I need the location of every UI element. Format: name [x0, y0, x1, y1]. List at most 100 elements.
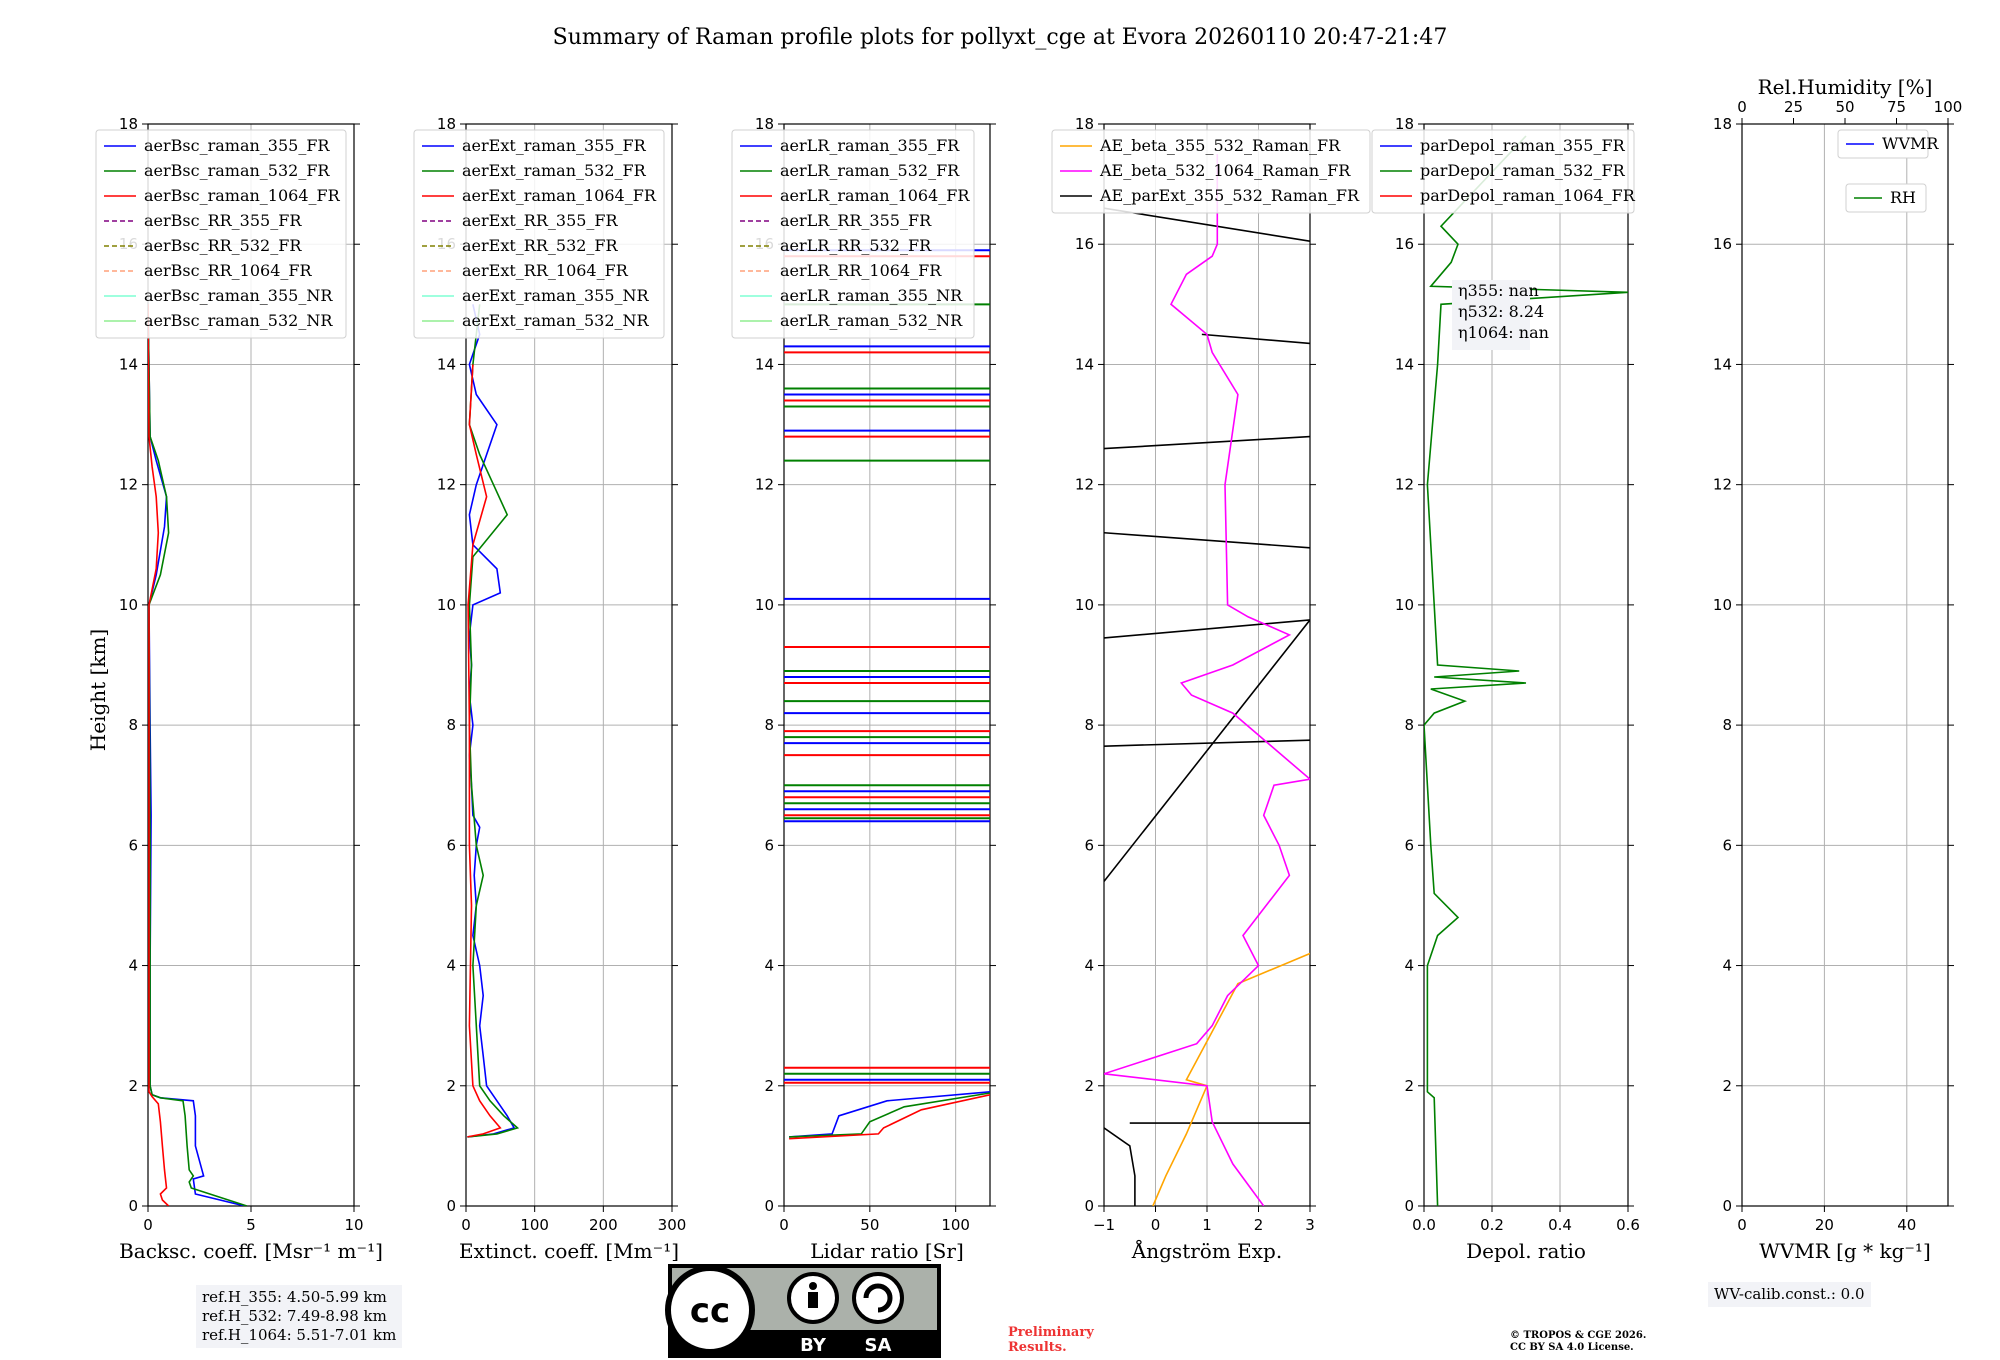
ytick-label: 4: [446, 957, 456, 975]
top-axis-label: Rel.Humidity [%]: [1758, 75, 1933, 99]
panel-bsc: 0246810121416180510Backsc. coeff. [Msr⁻¹…: [95, 115, 383, 1263]
ytick-label: 10: [1395, 596, 1414, 614]
ytick-label: 10: [437, 596, 456, 614]
cc-logo-icon: [665, 1265, 755, 1355]
legend-label: aerBsc_raman_355_NR: [144, 286, 333, 305]
ytick-label: 6: [764, 836, 774, 854]
ytick-label: 6: [1722, 836, 1732, 854]
ytick-label: 12: [1075, 476, 1094, 494]
legend-label: aerLR_RR_355_FR: [780, 211, 932, 230]
axes-frame: [1741, 123, 1949, 1207]
legend-box: [1845, 183, 1927, 213]
ytick-label: 0: [764, 1197, 774, 1215]
ytick-label: 6: [128, 836, 138, 854]
legend-label: AE_parExt_355_532_Raman_FR: [1099, 186, 1360, 205]
ytick-label: 14: [1713, 355, 1732, 373]
eta-532: η532: 8.24: [1458, 302, 1544, 321]
angstrom-segment: [1104, 531, 1310, 549]
ytick-label: 14: [755, 355, 774, 373]
angstrom-segment: [1201, 333, 1310, 345]
angstrom-segment: [1104, 619, 1310, 639]
legend-label: aerLR_RR_1064_FR: [780, 261, 942, 280]
legend-label: aerLR_raman_1064_FR: [780, 186, 970, 205]
top-xtick-label: 25: [1784, 98, 1803, 116]
ytick-label: 4: [1084, 957, 1094, 975]
ytick-label: 18: [437, 115, 456, 133]
legend-label: aerBsc_RR_532_FR: [144, 236, 302, 255]
x-axis-label: Ångström Exp.: [1131, 1238, 1282, 1263]
x-axis-label: WVMR [g * kg⁻¹]: [1759, 1239, 1931, 1263]
top-xtick-label: 0: [1737, 98, 1747, 116]
legend-label: AE_beta_355_532_Raman_FR: [1099, 136, 1341, 155]
ytick-label: 4: [128, 957, 138, 975]
xtick-label: 2: [1254, 1216, 1264, 1234]
panels: 0246810121416180510Backsc. coeff. [Msr⁻¹…: [95, 75, 1962, 1263]
ytick-label: 0: [1084, 1197, 1094, 1215]
legend-box: [1837, 129, 1929, 159]
sa-label: SA: [865, 1335, 892, 1356]
legend-label: aerExt_raman_1064_FR: [462, 186, 657, 205]
cc-logo-text: cc: [690, 1291, 730, 1331]
series-line: [467, 304, 516, 1138]
axes-frame: [1103, 123, 1311, 1207]
series-group: [467, 304, 520, 1138]
ytick-label: 6: [1084, 836, 1094, 854]
ytick-label: 0: [128, 1197, 138, 1215]
legend-label: parDepol_raman_355_FR: [1420, 136, 1626, 155]
ytick-label: 18: [1075, 115, 1094, 133]
xtick-label: 0.6: [1616, 1216, 1640, 1234]
angstrom-segment: [1104, 619, 1310, 882]
ytick-label: 2: [1722, 1077, 1732, 1095]
angstrom-segment: [1104, 739, 1310, 747]
ytick-label: 16: [1713, 235, 1732, 253]
panel-wv: 0 2 4 6 8 10 12 14 16 18 0 20 40 0 25 50 75 100Rel.Humidi…: [1713, 75, 1962, 1263]
ytick-label: 16: [1075, 235, 1094, 253]
ytick-label: 12: [437, 476, 456, 494]
ytick-label: 0: [1722, 1197, 1732, 1215]
angstrom-segment: [1104, 207, 1310, 243]
series-line: [1104, 1127, 1136, 1206]
ytick-label: 2: [128, 1077, 138, 1095]
legend-box: [95, 129, 347, 339]
ytick-label: 6: [1404, 836, 1414, 854]
ytick-label: 18: [755, 115, 774, 133]
xtick-label: 0: [143, 1216, 153, 1234]
ytick-label: 18: [1395, 115, 1414, 133]
angstrom-segment: [1104, 435, 1310, 450]
cc-by-sa-badge: cc BY SA: [665, 1264, 941, 1358]
ytick-label: 16: [1395, 235, 1414, 253]
legend-label: aerLR_raman_355_FR: [780, 136, 960, 155]
legend-label: aerBsc_raman_1064_FR: [144, 186, 341, 205]
ref-1064: ref.H_1064: 5.51-7.01 km: [202, 1326, 397, 1344]
legend-box: [413, 129, 665, 339]
xtick-label: 0.4: [1548, 1216, 1572, 1234]
xtick-label: 0.0: [1412, 1216, 1436, 1234]
ytick-label: 2: [1084, 1077, 1094, 1095]
ytick-label: 8: [128, 716, 138, 734]
axes-frame: [465, 123, 673, 1207]
ytick-label: 12: [1713, 476, 1732, 494]
legend-label: aerBsc_RR_355_FR: [144, 211, 302, 230]
ytick-label: 18: [119, 115, 138, 133]
ytick-label: 6: [446, 836, 456, 854]
xtick-label: 200: [589, 1216, 618, 1234]
legend-label: aerBsc_raman_532_FR: [144, 161, 330, 180]
xtick-label: 0: [1737, 1216, 1747, 1234]
legend-label: parDepol_raman_532_FR: [1420, 161, 1626, 180]
ytick-label: 8: [1722, 716, 1732, 734]
legend-label: aerExt_RR_355_FR: [462, 211, 619, 230]
eta-annotation: η355: nan η532: 8.24 η1064: nan: [1452, 280, 1549, 350]
ytick-label: 12: [119, 476, 138, 494]
xtick-label: 1: [1202, 1216, 1212, 1234]
copyright-line-1: © TROPOS & CGE 2026.: [1510, 1330, 1647, 1341]
ytick-label: 18: [1713, 115, 1732, 133]
ytick-label: 4: [764, 957, 774, 975]
series-group: [148, 304, 248, 1206]
series-line: [789, 1091, 990, 1138]
top-xtick-label: 100: [1934, 98, 1963, 116]
legend-label: aerExt_RR_532_FR: [462, 236, 619, 255]
ytick-label: 8: [446, 716, 456, 734]
eta-1064: η1064: nan: [1458, 323, 1549, 342]
series-group: [784, 249, 990, 1140]
